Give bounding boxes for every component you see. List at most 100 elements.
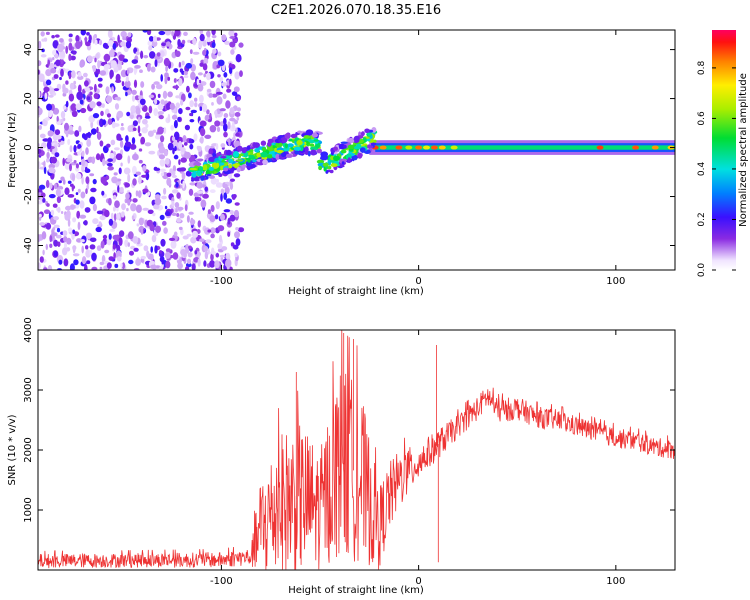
- spectrogram-cell: [75, 199, 80, 205]
- onset-cell: [218, 173, 223, 178]
- spectrogram-cell: [160, 172, 164, 177]
- colorbar-label: Normalized spectral amplitude: [738, 73, 749, 227]
- spectrogram-cell: [52, 227, 56, 231]
- spectrogram-cell: [204, 134, 212, 139]
- onset-cell: [284, 143, 288, 149]
- spectrogram-cell: [221, 246, 228, 251]
- spectrogram-cell: [238, 42, 244, 48]
- spectrogram-cell: [44, 92, 48, 100]
- spectrogram-cell: [43, 166, 47, 175]
- spectrogram-cell: [144, 142, 152, 147]
- spectrogram-cell: [113, 172, 118, 176]
- spectrogram-cell: [124, 141, 132, 147]
- spectrogram-cell: [50, 209, 55, 216]
- spectrogram-cell: [155, 225, 161, 233]
- spectrogram-cell: [43, 86, 50, 93]
- spectrogram-cell: [38, 234, 41, 243]
- spectrogram-cell: [138, 133, 142, 137]
- spectrogram-cell: [95, 73, 99, 78]
- spectrogram-cell: [48, 194, 56, 199]
- spectrogram-cell: [107, 40, 115, 47]
- spectrogram-cell: [59, 38, 64, 43]
- spectrogram-cell: [185, 266, 190, 270]
- snr-x-ticks: -100 0 100: [210, 330, 625, 587]
- spectrogram-cell: [38, 40, 42, 50]
- spectrogram-cell: [197, 145, 202, 152]
- onset-cell: [311, 132, 318, 138]
- spectrogram-cell: [152, 212, 156, 217]
- spectrogram-cell: [108, 256, 114, 261]
- ridge-hotspot: [395, 145, 403, 150]
- spectrogram-cell: [175, 95, 180, 99]
- spectrogram-cell: [239, 70, 243, 77]
- spectrogram-cell: [105, 95, 113, 104]
- spectrogram-cell: [114, 96, 121, 101]
- spectrogram-cell: [196, 182, 203, 189]
- spectrogram-cell: [38, 90, 41, 98]
- spectrogram-cell: [107, 162, 113, 167]
- spectrogram-cell: [163, 57, 170, 67]
- spectrogram-cell: [173, 231, 178, 237]
- spectrogram-cell: [207, 209, 211, 215]
- spectrogram-cell: [222, 93, 227, 100]
- spectrogram-cell: [127, 200, 131, 206]
- onset-cell: [223, 167, 229, 172]
- onset-cell: [320, 151, 329, 158]
- spectrogram-cell: [214, 214, 219, 220]
- spectrogram-cell: [206, 88, 212, 93]
- spectrogram-cell: [111, 86, 115, 94]
- colorbar-tick-label: 0.8: [697, 60, 707, 75]
- spectrogram-cell: [223, 192, 228, 200]
- spectrogram-cell: [207, 229, 212, 233]
- spectrogram-cell: [189, 143, 194, 150]
- spectrogram-cell: [217, 225, 225, 232]
- spectrogram-cell: [145, 172, 150, 181]
- onset-cell: [364, 128, 370, 134]
- spectrogram-cell: [173, 120, 178, 129]
- spectrogram-cell: [198, 40, 203, 49]
- spectrogram-cell: [53, 88, 60, 92]
- spectrogram-cell: [54, 53, 59, 59]
- colorbar-tick-label: 0.0: [697, 263, 707, 278]
- spectrogram-cell: [171, 189, 179, 194]
- spectrogram-cell: [142, 30, 148, 33]
- spectrogram-cell: [183, 251, 187, 258]
- spectrogram-cell: [118, 230, 125, 238]
- spectrogram-cell: [133, 247, 139, 252]
- spectrogram-cell: [206, 30, 211, 37]
- spectrogram-cell: [39, 222, 46, 226]
- spectrogram-cell: [176, 192, 181, 199]
- spectrogram-cell: [143, 245, 149, 252]
- spectrogram-cell: [70, 70, 76, 79]
- x-tick-label: -100: [210, 576, 233, 587]
- spectrogram-cell: [197, 72, 203, 76]
- spectrogram-cell: [90, 120, 94, 129]
- spectrogram-cell: [235, 127, 238, 133]
- spectrogram-cell: [183, 75, 189, 79]
- spectrogram-cell: [126, 69, 130, 75]
- spectrogram-cell: [64, 161, 71, 170]
- spectrogram-cell: [235, 132, 240, 137]
- spectrogram-cell: [189, 119, 195, 123]
- spectrogram-cell: [47, 265, 53, 270]
- spectrogram-cell: [141, 174, 147, 178]
- spectrogram-cell: [182, 180, 185, 189]
- spectrogram-cell: [42, 249, 45, 256]
- spectrogram-cell: [180, 147, 186, 153]
- spectrogram-cell: [89, 91, 93, 96]
- spectrogram-cell: [125, 192, 130, 200]
- spectrogram-cell: [204, 227, 211, 235]
- spectrogram-cell: [181, 39, 186, 45]
- spectrogram-cell: [159, 50, 165, 58]
- spectrogram-cell: [106, 143, 111, 148]
- spectrogram-cell: [227, 121, 231, 130]
- spectrogram-cell: [43, 267, 48, 270]
- spectrogram-cell: [50, 156, 57, 164]
- spectrogram-cell: [116, 212, 121, 221]
- spectrogram-cell: [107, 30, 113, 39]
- spectrogram-cell: [219, 108, 226, 112]
- spectrogram-cell: [177, 116, 181, 122]
- spectrogram-cell: [53, 216, 59, 221]
- spectrogram-cell: [233, 86, 240, 93]
- spectrogram-cell: [211, 41, 216, 49]
